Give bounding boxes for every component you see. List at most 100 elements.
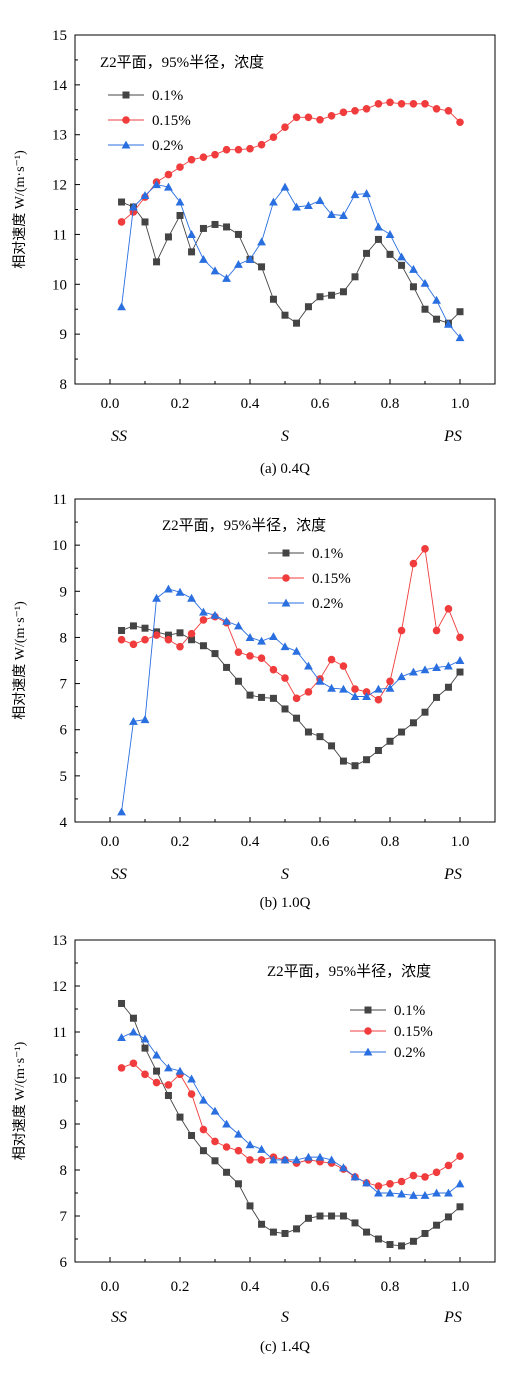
data-point — [421, 305, 429, 313]
x-tick-label: 0.0 — [101, 1279, 120, 1295]
data-point — [210, 610, 220, 619]
y-tick-label: 9 — [60, 584, 68, 600]
data-point — [281, 674, 289, 682]
data-point — [386, 737, 394, 745]
data-point — [374, 100, 383, 108]
data-point — [246, 652, 254, 660]
data-point — [129, 1014, 137, 1022]
data-point — [223, 223, 231, 231]
data-point — [455, 333, 465, 342]
data-point — [245, 254, 255, 263]
data-point — [245, 1140, 255, 1149]
data-point — [152, 593, 161, 602]
data-point — [316, 115, 324, 124]
data-point — [328, 291, 336, 299]
data-point — [188, 1132, 196, 1139]
legend-label: 0.15% — [312, 571, 351, 587]
data-point — [409, 283, 417, 291]
data-point — [152, 1078, 161, 1087]
y-tick-label: 12 — [52, 979, 67, 995]
x-tick-label: 0.4 — [241, 834, 260, 850]
legend-label: 0.1% — [394, 1003, 425, 1019]
data-point — [246, 144, 254, 153]
legend-marker — [364, 1027, 372, 1035]
series-3 — [117, 1027, 465, 1199]
data-point — [455, 1179, 465, 1188]
data-point — [374, 1188, 383, 1197]
data-point — [292, 113, 301, 122]
data-point — [117, 302, 126, 311]
data-point — [362, 1178, 371, 1187]
x-marker-s: S — [281, 428, 289, 445]
data-point — [350, 1172, 360, 1181]
legend-label: 0.15% — [394, 1024, 433, 1040]
data-point — [210, 266, 220, 275]
y-tick-label: 8 — [60, 377, 68, 393]
data-point — [199, 153, 208, 161]
data-point — [421, 1173, 429, 1181]
plot-frame — [74, 498, 496, 823]
data-point — [141, 635, 149, 644]
data-point — [164, 1063, 173, 1072]
y-tick-label: 11 — [53, 1025, 67, 1041]
y-tick-label: 11 — [53, 492, 67, 508]
data-point — [339, 211, 348, 220]
data-point — [386, 250, 394, 258]
data-point — [433, 315, 441, 323]
data-point — [117, 807, 126, 816]
data-point — [432, 663, 441, 671]
data-point — [339, 288, 347, 296]
series-3 — [117, 180, 465, 342]
data-point — [152, 631, 161, 639]
data-point — [140, 191, 150, 200]
data-point — [351, 106, 359, 115]
y-tick-label: 9 — [60, 327, 68, 343]
data-point — [421, 1229, 429, 1237]
data-point — [269, 133, 278, 142]
plot-frame — [74, 34, 496, 385]
data-point — [222, 1119, 231, 1128]
data-point — [409, 559, 418, 568]
y-tick-label: 8 — [60, 1163, 68, 1179]
series-3 — [117, 584, 465, 816]
data-point — [374, 684, 383, 693]
legend-label: 0.15% — [152, 113, 191, 129]
data-point — [386, 677, 394, 686]
data-point — [199, 642, 207, 650]
data-point — [176, 163, 184, 171]
data-point — [327, 655, 336, 664]
data-point — [351, 685, 359, 693]
data-point — [386, 1241, 394, 1249]
data-point — [374, 695, 383, 704]
series-1 — [118, 999, 464, 1250]
data-point — [222, 616, 231, 625]
data-point — [141, 1070, 149, 1079]
data-point — [222, 273, 231, 282]
x-marker-ss: SS — [111, 866, 127, 883]
data-point — [420, 1190, 430, 1199]
data-point — [315, 676, 325, 685]
data-point — [292, 694, 301, 703]
data-point — [398, 1242, 406, 1250]
x-tick-label: 0.8 — [381, 1279, 400, 1295]
x-tick-label: 1.0 — [451, 1279, 470, 1295]
data-point — [362, 688, 371, 696]
data-point — [199, 616, 208, 624]
data-point — [234, 1146, 243, 1155]
y-tick-label: 7 — [60, 677, 68, 693]
data-point — [433, 1221, 441, 1229]
y-tick-label: 13 — [52, 933, 67, 949]
data-point — [175, 197, 185, 206]
legend-marker — [122, 91, 130, 99]
data-point — [351, 762, 359, 770]
data-point — [444, 683, 452, 691]
data-point — [350, 692, 360, 701]
data-point — [234, 145, 243, 154]
y-tick-label: 15 — [52, 28, 67, 44]
y-tick-label: 10 — [52, 538, 67, 554]
data-point — [223, 663, 231, 671]
data-point — [280, 642, 290, 651]
data-point — [211, 220, 219, 228]
data-point — [409, 264, 418, 273]
data-point — [117, 1064, 126, 1072]
